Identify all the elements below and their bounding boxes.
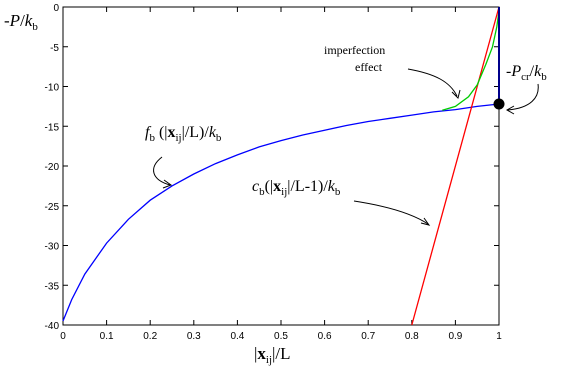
y-tick-label: -25 [45, 202, 60, 213]
y-tick-label: -10 [45, 83, 60, 94]
series-line-0 [62, 103, 500, 322]
annotation-fb-arrowhead [162, 179, 173, 189]
annotation-imperfection-line1: imperfection [324, 43, 385, 57]
y-tick-label: -30 [45, 242, 60, 253]
x-tick-label: 0.9 [448, 331, 462, 342]
y-tick-label: -40 [45, 321, 60, 332]
y-tick-label: 0 [53, 3, 59, 14]
axis-ticks: 0 0.1 0.2 0.3 0.4 0.5 0.6 0.7 0.8 0.9 1 0 -5 -10 -15 -2… [45, 3, 503, 342]
x-tick-label: 0.8 [405, 331, 419, 342]
y-axis-label: -P/kb [4, 11, 38, 33]
x-tick-label: 0 [60, 331, 66, 342]
annotation-cb-arrowhead [420, 217, 431, 226]
annotation-imperfection-arrowhead [451, 89, 461, 99]
x-tick-label: 0.7 [361, 331, 375, 342]
annotation-cb-arrow [353, 200, 429, 225]
series-line-1 [411, 6, 500, 326]
annotation-imperfection-arrow [407, 68, 458, 97]
x-axis-label: |xij|/L [254, 344, 291, 366]
annotation-cb-label: cb(|xij|/L-1)/kb [252, 178, 341, 198]
annotation-pcr-arrow [507, 83, 539, 111]
x-tick-label: 0.3 [187, 331, 201, 342]
annotation-pcr-arrowhead [505, 105, 515, 115]
annotation-fb-label: fb (|xij|/L)/kb [145, 124, 222, 144]
series-group [62, 6, 505, 326]
x-tick-label: 0.4 [230, 331, 244, 342]
x-tick-label: 1 [496, 331, 502, 342]
y-tick-label: -35 [45, 281, 60, 292]
y-tick-label: -20 [45, 162, 60, 173]
critical-point-marker [493, 98, 505, 110]
series-line-2 [442, 10, 500, 111]
x-tick-label: 0.2 [143, 331, 157, 342]
annotation-imperfection-line2: effect [355, 60, 383, 74]
annotation-pcr-label: -Pcr/kb [506, 63, 547, 83]
y-tick-label: -15 [45, 122, 60, 133]
annotation-fb-arrow [153, 156, 171, 186]
plot-frame [62, 6, 500, 326]
x-tick-label: 0.1 [100, 331, 114, 342]
y-tick-label: -5 [50, 43, 59, 54]
x-tick-label: 0.5 [274, 331, 288, 342]
x-tick-label: 0.6 [318, 331, 332, 342]
